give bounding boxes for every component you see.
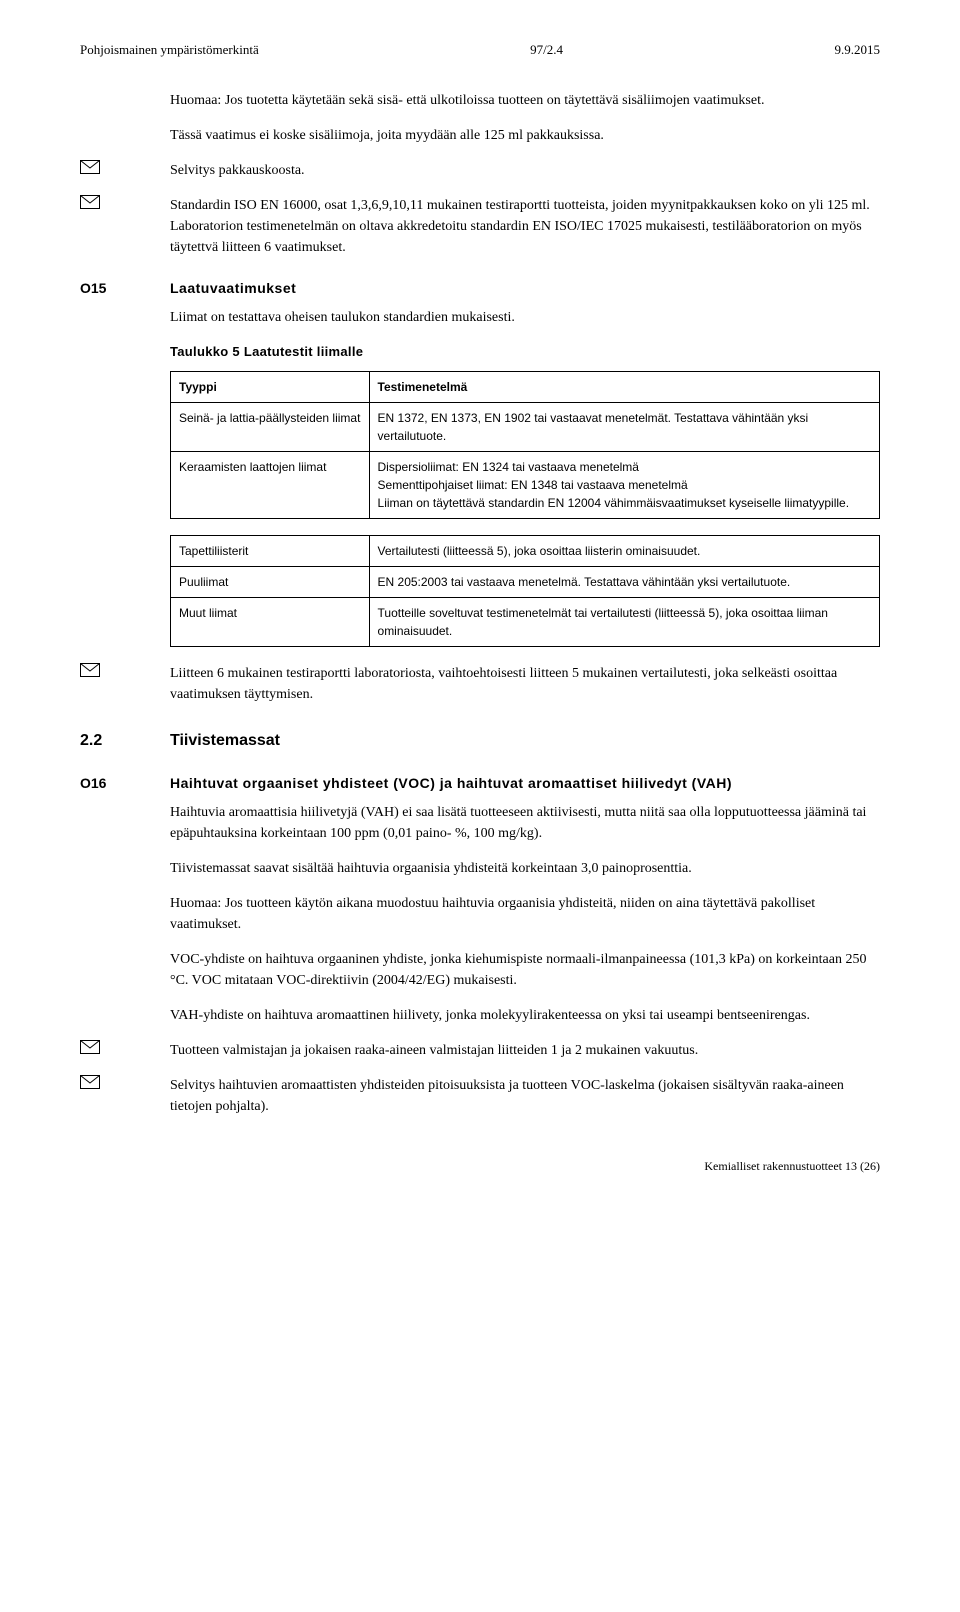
page-footer: Kemialliset rakennustuotteet 13 (26) — [80, 1157, 880, 1175]
page-header: Pohjoismainen ympäristömerkintä 97/2.4 9… — [80, 40, 880, 60]
o16-id: O16 — [80, 773, 170, 794]
intro-requirement: Tässä vaatimus ei koske sisäliimoja, joi… — [170, 125, 880, 146]
table-head-1: Tyyppi — [171, 372, 370, 403]
o16-p5: VAH-yhdiste on haihtuva aromaattinen hii… — [170, 1005, 880, 1026]
header-left: Pohjoismainen ympäristömerkintä — [80, 40, 259, 60]
table-cell: Seinä- ja lattia-päällysteiden liimat — [171, 403, 370, 452]
o16-p2: Tiivistemassat saavat sisältää haihtuvia… — [170, 858, 880, 879]
envelope-icon — [80, 663, 170, 684]
envelope-text-3: Liitteen 6 mukainen testiraportti labora… — [170, 663, 880, 705]
envelope-icon — [80, 195, 170, 216]
header-center: 97/2.4 — [530, 40, 563, 60]
table-caption: Taulukko 5 Laatutestit liimalle — [170, 342, 880, 362]
table-row: Keraamisten laattojen liimat Dispersioli… — [171, 452, 880, 519]
table-row: Puuliimat EN 205:2003 tai vastaava menet… — [171, 567, 880, 598]
table-cell: Dispersioliimat: EN 1324 tai vastaava me… — [369, 452, 879, 519]
table-cell-line: Sementtipohjaiset liimat: EN 1348 tai va… — [378, 476, 871, 494]
envelope-text-2: Standardin ISO EN 16000, osat 1,3,6,9,10… — [170, 195, 880, 258]
o16-p4: VOC-yhdiste on haihtuva orgaaninen yhdis… — [170, 949, 880, 991]
quality-table-2: Tapettiliisterit Vertailutesti (liittees… — [170, 535, 880, 647]
table-cell-line: Liiman on täytettävä standardin EN 12004… — [378, 494, 871, 512]
section-title: Tiivistemassat — [170, 729, 280, 753]
o15-text: Liimat on testattava oheisen taulukon st… — [170, 307, 880, 328]
table-row: Tapettiliisterit Vertailutesti (liittees… — [171, 536, 880, 567]
envelope-icon — [80, 1040, 170, 1061]
o16-title: Haihtuvat orgaaniset yhdisteet (VOC) ja … — [170, 773, 732, 794]
section-2-2: 2.2 Tiivistemassat — [80, 729, 880, 753]
table-row: Muut liimat Tuotteille soveltuvat testim… — [171, 598, 880, 647]
table-cell: EN 205:2003 tai vastaava menetelmä. Test… — [369, 567, 879, 598]
envelope-text-4: Tuotteen valmistajan ja jokaisen raaka-a… — [170, 1040, 880, 1061]
table-cell: Keraamisten laattojen liimat — [171, 452, 370, 519]
table-cell: Vertailutesti (liitteessä 5), joka osoit… — [369, 536, 879, 567]
intro-note: Huomaa: Jos tuotetta käytetään sekä sisä… — [170, 90, 880, 111]
table-cell: Muut liimat — [171, 598, 370, 647]
header-right: 9.9.2015 — [834, 40, 880, 60]
quality-table-1: Tyyppi Testimenetelmä Seinä- ja lattia-p… — [170, 371, 880, 519]
table-cell: Puuliimat — [171, 567, 370, 598]
o15-id: O15 — [80, 278, 170, 299]
table-row: Seinä- ja lattia-päällysteiden liimat EN… — [171, 403, 880, 452]
o16-p1: Haihtuvia aromaattisia hiilivetyjä (VAH)… — [170, 802, 880, 844]
envelope-icon — [80, 160, 170, 181]
table-cell-line: Dispersioliimat: EN 1324 tai vastaava me… — [378, 458, 871, 476]
o15-heading: O15 Laatuvaatimukset — [80, 278, 880, 299]
envelope-text-1: Selvitys pakkauskoosta. — [170, 160, 880, 181]
table-header-row: Tyyppi Testimenetelmä — [171, 372, 880, 403]
envelope-icon — [80, 1075, 170, 1096]
o16-p3: Huomaa: Jos tuotteen käytön aikana muodo… — [170, 893, 880, 935]
envelope-text-5: Selvitys haihtuvien aromaattisten yhdist… — [170, 1075, 880, 1117]
table-cell: EN 1372, EN 1373, EN 1902 tai vastaavat … — [369, 403, 879, 452]
table-head-2: Testimenetelmä — [369, 372, 879, 403]
table-cell: Tuotteille soveltuvat testimenetelmät ta… — [369, 598, 879, 647]
o16-heading: O16 Haihtuvat orgaaniset yhdisteet (VOC)… — [80, 773, 880, 794]
section-number: 2.2 — [80, 729, 170, 753]
table-cell: Tapettiliisterit — [171, 536, 370, 567]
o15-title: Laatuvaatimukset — [170, 278, 296, 299]
